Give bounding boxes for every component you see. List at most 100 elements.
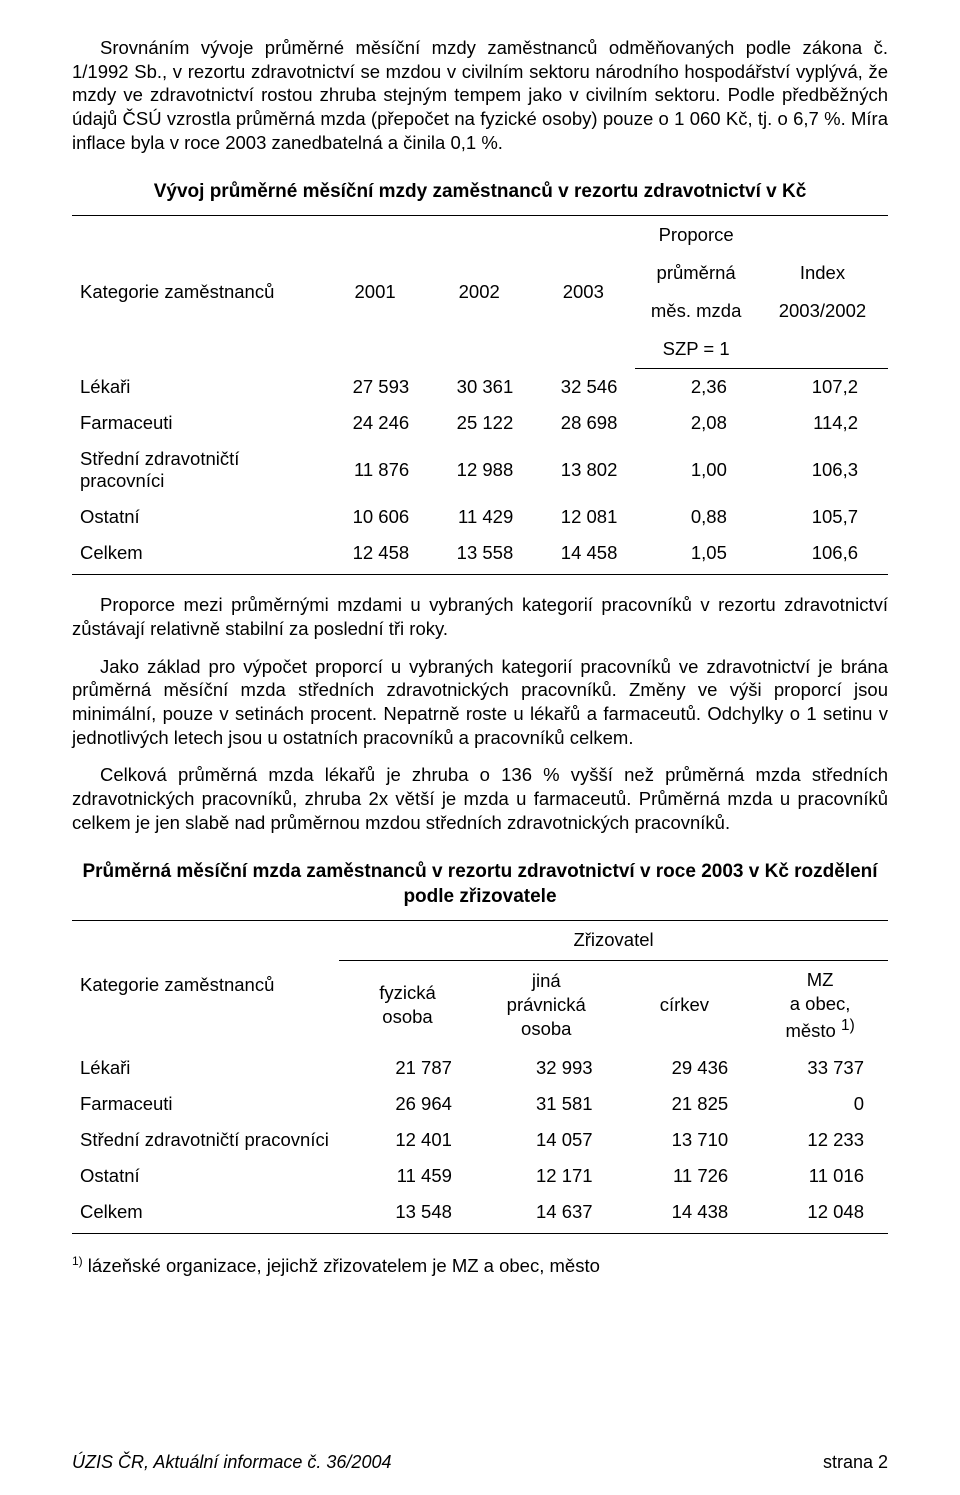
footer-source: ÚZIS ČR, Aktuální informace č. 36/2004 [72,1452,391,1473]
cell-value: 30 361 [427,369,531,406]
cell-cat: Lékaři [72,1050,339,1086]
cell-value: 11 876 [323,441,427,499]
table1-head-index2: 2003/2002 [757,292,888,330]
cell-value: 107,2 [757,369,888,406]
cell-value: 25 122 [427,405,531,441]
cell-value: 28 698 [531,405,635,441]
table1-head-blank [757,216,888,255]
table2-head-c4: MZ a obec, město 1) [752,960,888,1050]
footer-page: strana 2 [823,1452,888,1473]
cell-value: 31 581 [476,1086,617,1122]
cell-value: 21 787 [339,1050,476,1086]
table1-head-index: Index [757,254,888,292]
cell-value: 2,08 [635,405,757,441]
cell-value: 106,6 [757,535,888,575]
table2-head-c2: jiná právnická osoba [476,960,617,1050]
cell-cat: Celkem [72,535,323,575]
table-row: Lékaři 21 787 32 993 29 436 33 737 [72,1050,888,1086]
table1-head-2001: 2001 [323,216,427,369]
cell-value: 21 825 [617,1086,753,1122]
cell-value: 106,3 [757,441,888,499]
table1-title: Vývoj průměrné měsíční mzdy zaměstnanců … [72,180,888,205]
table-row: Ostatní 10 606 11 429 12 081 0,88 105,7 [72,499,888,535]
cell-value: 1,05 [635,535,757,575]
table2-title: Průměrná měsíční mzda zaměstnanců v rezo… [72,860,888,909]
table2-head-c2a: jiná [532,970,561,991]
table-row: Lékaři 27 593 30 361 32 546 2,36 107,2 [72,369,888,406]
footnote-text: lázeňské organizace, jejichž zřizovatele… [83,1255,600,1276]
table2-head-c2c: osoba [521,1018,571,1039]
table2-head-c1: fyzická osoba [339,960,476,1050]
table2-head-c1a: fyzická [379,982,436,1003]
cell-value: 13 710 [617,1122,753,1158]
cell-value: 10 606 [323,499,427,535]
cell-value: 33 737 [752,1050,888,1086]
table2-head-c4c: město [785,1020,841,1041]
table-row: Střední zdravotničtí pracovníci 12 401 1… [72,1122,888,1158]
cell-value: 32 993 [476,1050,617,1086]
cell-value: 1,00 [635,441,757,499]
cell-value: 13 558 [427,535,531,575]
cell-cat: Celkem [72,1194,339,1234]
cell-cat: Ostatní [72,499,323,535]
table2-head-c4b: a obec, [790,993,851,1014]
cell-value: 12 171 [476,1158,617,1194]
cell-cat: Farmaceuti [72,405,323,441]
table-row: Farmaceuti 26 964 31 581 21 825 0 [72,1086,888,1122]
table1-head-2003: 2003 [531,216,635,369]
cell-value: 32 546 [531,369,635,406]
cell-cat: Lékaři [72,369,323,406]
cell-value: 29 436 [617,1050,753,1086]
cell-value: 11 459 [339,1158,476,1194]
cell-cat: Střední zdravotničtí pracovníci [72,1122,339,1158]
table1: Kategorie zaměstnanců 2001 2002 2003 Pro… [72,215,888,575]
table2-head-c1b: osoba [382,1006,432,1027]
table1-head-category: Kategorie zaměstnanců [72,216,323,369]
cell-value: 105,7 [757,499,888,535]
cell-value: 11 016 [752,1158,888,1194]
table-row: Farmaceuti 24 246 25 122 28 698 2,08 114… [72,405,888,441]
table1-head-mesmzda: měs. mzda [635,292,757,330]
cell-value: 12 233 [752,1122,888,1158]
page-footer: ÚZIS ČR, Aktuální informace č. 36/2004 s… [72,1452,888,1473]
cell-cat: Ostatní [72,1158,339,1194]
table2: Kategorie zaměstnanců Zřizovatel fyzická… [72,920,888,1234]
cell-value: 12 401 [339,1122,476,1158]
table1-head-proporce: Proporce [635,216,757,255]
cell-value: 14 458 [531,535,635,575]
cell-value: 0 [752,1086,888,1122]
cell-value: 14 637 [476,1194,617,1234]
table-row: Celkem 12 458 13 558 14 458 1,05 106,6 [72,535,888,575]
table-row: Střední zdravotničtí pracovníci 11 876 1… [72,441,888,499]
table1-head-2002: 2002 [427,216,531,369]
cell-value: 14 438 [617,1194,753,1234]
footnote-sup: 1) [72,1254,83,1268]
cell-cat: Střední zdravotničtí pracovníci [72,441,323,499]
paragraph-3: Jako základ pro výpočet proporcí u vybra… [72,655,888,750]
cell-value: 27 593 [323,369,427,406]
cell-value: 2,36 [635,369,757,406]
paragraph-1: Srovnáním vývoje průměrné měsíční mzdy z… [72,36,888,154]
table1-head-szp: SZP = 1 [635,330,757,369]
cell-value: 114,2 [757,405,888,441]
cell-value: 11 429 [427,499,531,535]
paragraph-2: Proporce mezi průměrnými mzdami u vybran… [72,593,888,640]
table1-head-prumer: průměrná [635,254,757,292]
table2-head-c4a: MZ [807,969,834,990]
cell-value: 26 964 [339,1086,476,1122]
cell-value: 14 057 [476,1122,617,1158]
table2-head-group: Zřizovatel [339,920,888,960]
paragraph-4: Celková průměrná mzda lékařů je zhruba o… [72,763,888,834]
table1-head-blank2 [757,330,888,369]
cell-value: 12 081 [531,499,635,535]
table2-head-category: Kategorie zaměstnanců [72,920,339,1050]
table2-head-c4sup: 1) [841,1017,855,1034]
cell-cat: Farmaceuti [72,1086,339,1122]
cell-value: 12 988 [427,441,531,499]
cell-value: 12 458 [323,535,427,575]
page: Srovnáním vývoje průměrné měsíční mzdy z… [0,0,960,1495]
cell-value: 13 802 [531,441,635,499]
cell-value: 24 246 [323,405,427,441]
cell-value: 13 548 [339,1194,476,1234]
cell-value: 0,88 [635,499,757,535]
